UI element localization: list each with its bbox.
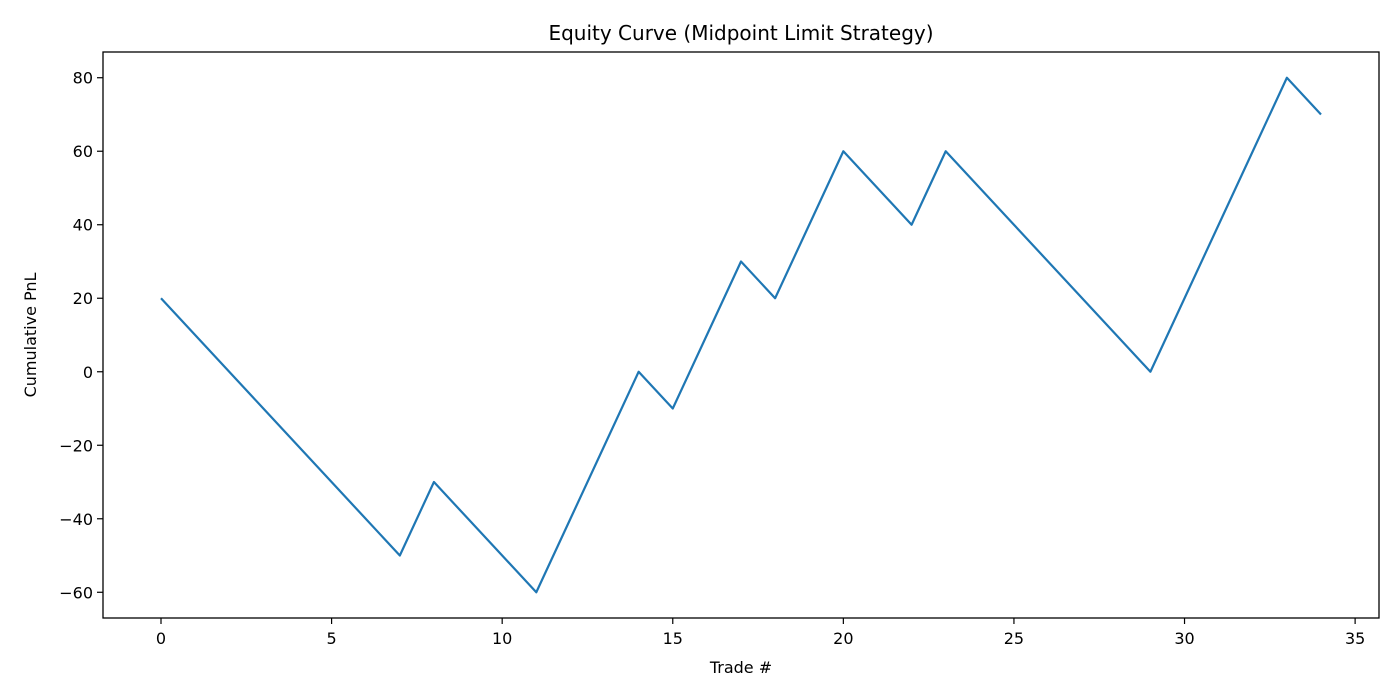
plot-area: [160, 76, 1322, 594]
y-tick-label: 0: [83, 363, 93, 382]
x-axis-label: Trade #: [709, 658, 772, 677]
x-tick-label: 5: [326, 629, 336, 648]
x-tick-label: 20: [833, 629, 853, 648]
y-tick-label: 40: [73, 216, 93, 235]
x-tick-label: 30: [1174, 629, 1194, 648]
chart-title: Equity Curve (Midpoint Limit Strategy): [548, 21, 933, 45]
x-tick-label: 25: [1004, 629, 1024, 648]
y-tick-label: −60: [59, 583, 93, 602]
y-tick-label: −20: [59, 436, 93, 455]
x-tick-label: 0: [156, 629, 166, 648]
x-tick-label: 15: [663, 629, 683, 648]
y-axis-label: Cumulative PnL: [21, 273, 40, 398]
x-axis-ticks: 0 5 10 15 20 25 30 35: [156, 618, 1365, 648]
y-tick-label: 80: [73, 69, 93, 88]
plot-frame: [102, 51, 1380, 619]
y-tick-label: 60: [73, 142, 93, 161]
y-tick-label: 20: [73, 289, 93, 308]
x-tick-label: 35: [1345, 629, 1365, 648]
equity-series-line: [160, 76, 1322, 594]
y-axis-ticks: −60 −40 −20 0 20 40 60 80: [59, 69, 103, 602]
y-tick-label: −40: [59, 510, 93, 529]
x-tick-label: 10: [492, 629, 512, 648]
